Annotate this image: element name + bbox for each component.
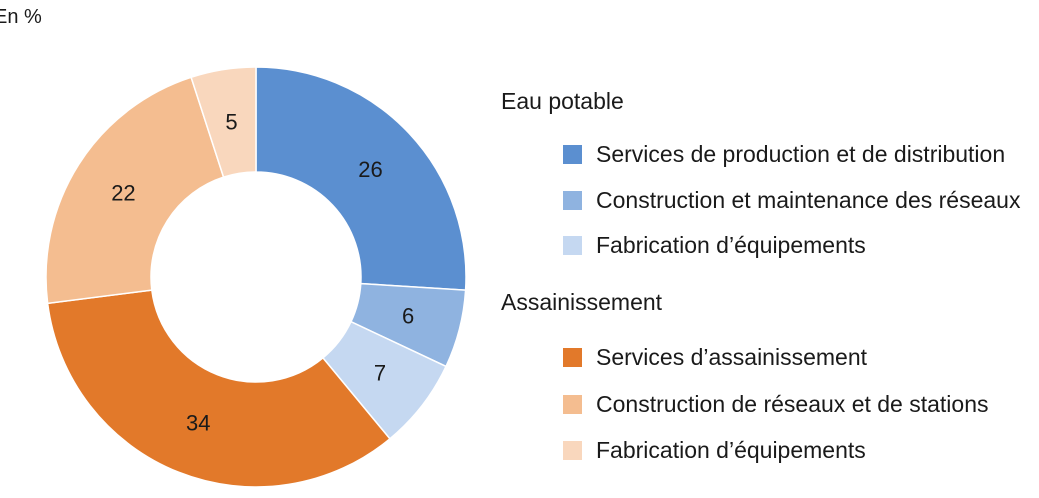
donut-slice <box>255 66 467 291</box>
legend-item: Services de production et de distributio… <box>563 139 1005 169</box>
legend-item: Fabrication d’équipements <box>563 230 866 260</box>
legend-swatch <box>563 144 582 164</box>
slice-value-label: 34 <box>186 410 210 435</box>
legend-item: Construction et maintenance des réseaux <box>563 185 1020 215</box>
legend-item-label: Services d’assainissement <box>596 343 868 370</box>
legend-swatch <box>563 190 582 210</box>
legend-swatch <box>563 347 582 367</box>
donut-slice <box>46 289 391 488</box>
legend-item: Fabrication d’équipements <box>563 435 866 465</box>
slice-value-label: 6 <box>402 304 414 329</box>
donut-slice <box>190 66 257 179</box>
legend-swatch <box>563 394 582 414</box>
slice-value-label: 7 <box>374 361 386 386</box>
legend-item-label: Services de production et de distributio… <box>596 140 1006 167</box>
donut-chart: 26 6 7 34 22 5 <box>45 66 467 488</box>
legend-item: Services d’assainissement <box>563 342 867 372</box>
legend-item: Construction de réseaux et de stations <box>563 389 989 419</box>
legend-item-label: Fabrication d’équipements <box>596 231 866 258</box>
unit-label: En % <box>0 6 42 28</box>
legend-group-title-assainissement: Assainissement <box>501 289 663 315</box>
legend-item-label: Construction et maintenance des réseaux <box>596 186 1021 213</box>
slice-value-label: 22 <box>111 180 135 205</box>
legend-swatch <box>563 440 582 460</box>
legend-item-label: Construction de réseaux et de stations <box>596 390 989 417</box>
legend-swatch <box>563 235 582 255</box>
slice-value-label: 26 <box>358 157 382 182</box>
slice-value-label: 5 <box>225 109 237 134</box>
donut-slice <box>45 76 225 305</box>
legend-item-label: Fabrication d’équipements <box>596 436 866 463</box>
